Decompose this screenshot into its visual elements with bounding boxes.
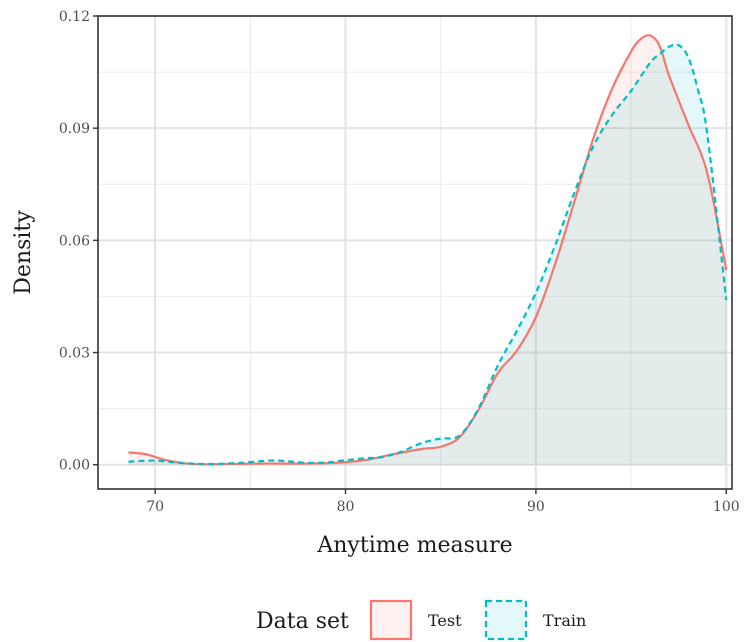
panel-background xyxy=(98,16,732,489)
legend-label-test: Test xyxy=(428,611,462,630)
x-tick-label: 90 xyxy=(527,499,545,515)
legend-key-fill-train xyxy=(485,600,527,640)
y-tick-label: 0.00 xyxy=(59,458,90,474)
legend-key-train xyxy=(484,599,528,641)
legend: Data set Test Train xyxy=(256,599,586,641)
legend-key-fill-test xyxy=(370,600,412,640)
x-axis-title: Anytime measure xyxy=(316,533,512,558)
x-tick-label: 80 xyxy=(337,499,355,515)
y-axis-title: Density xyxy=(11,210,36,295)
y-tick-label: 0.03 xyxy=(59,346,90,362)
density-line-train xyxy=(128,43,728,466)
panel-border xyxy=(97,15,733,490)
legend-key-test xyxy=(369,599,413,641)
x-axis: 70 80 90 100 xyxy=(146,489,740,515)
panel-frame xyxy=(97,15,733,490)
y-axis: 0.00 0.03 0.06 0.09 0.12 xyxy=(59,9,98,474)
density-areas xyxy=(128,35,727,465)
density-lines xyxy=(128,34,728,466)
legend-label-train: Train xyxy=(543,611,586,630)
y-tick-label: 0.09 xyxy=(59,121,90,137)
x-tick-label: 70 xyxy=(146,499,164,515)
x-tick-label: 100 xyxy=(713,499,740,515)
y-tick-label: 0.12 xyxy=(59,9,90,25)
grid-lines xyxy=(98,15,732,489)
legend-title: Data set xyxy=(256,609,349,634)
density-area-train xyxy=(128,44,727,465)
density-area-test xyxy=(128,35,727,465)
y-tick-label: 0.06 xyxy=(59,233,90,249)
plot-panel xyxy=(98,16,732,489)
